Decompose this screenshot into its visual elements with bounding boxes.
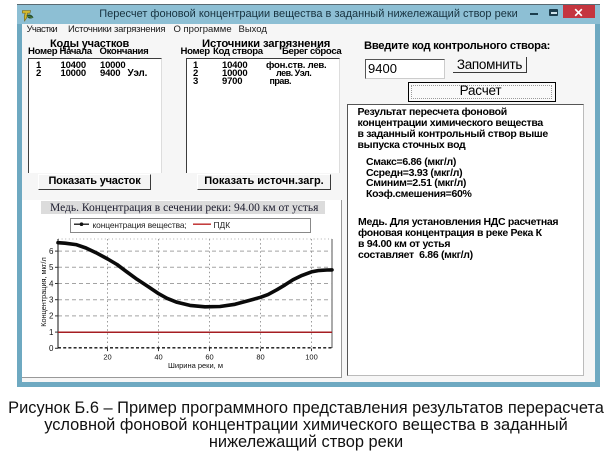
svg-text:6: 6 [49,247,54,256]
svg-text:0: 0 [49,344,54,353]
svg-text:4: 4 [49,279,54,288]
svg-text:100: 100 [305,353,318,362]
svg-text:1: 1 [49,328,54,337]
svg-text:60: 60 [205,353,213,362]
svg-text:Концентрация, мкг/л: Концентрация, мкг/л [39,257,48,326]
svg-text:3: 3 [49,296,54,305]
svg-text:2: 2 [49,312,54,321]
svg-text:40: 40 [154,353,162,362]
svg-text:80: 80 [256,353,264,362]
svg-text:5: 5 [49,263,54,272]
svg-text:Ширина реки, м: Ширина реки, м [168,361,223,370]
svg-text:20: 20 [103,353,111,362]
